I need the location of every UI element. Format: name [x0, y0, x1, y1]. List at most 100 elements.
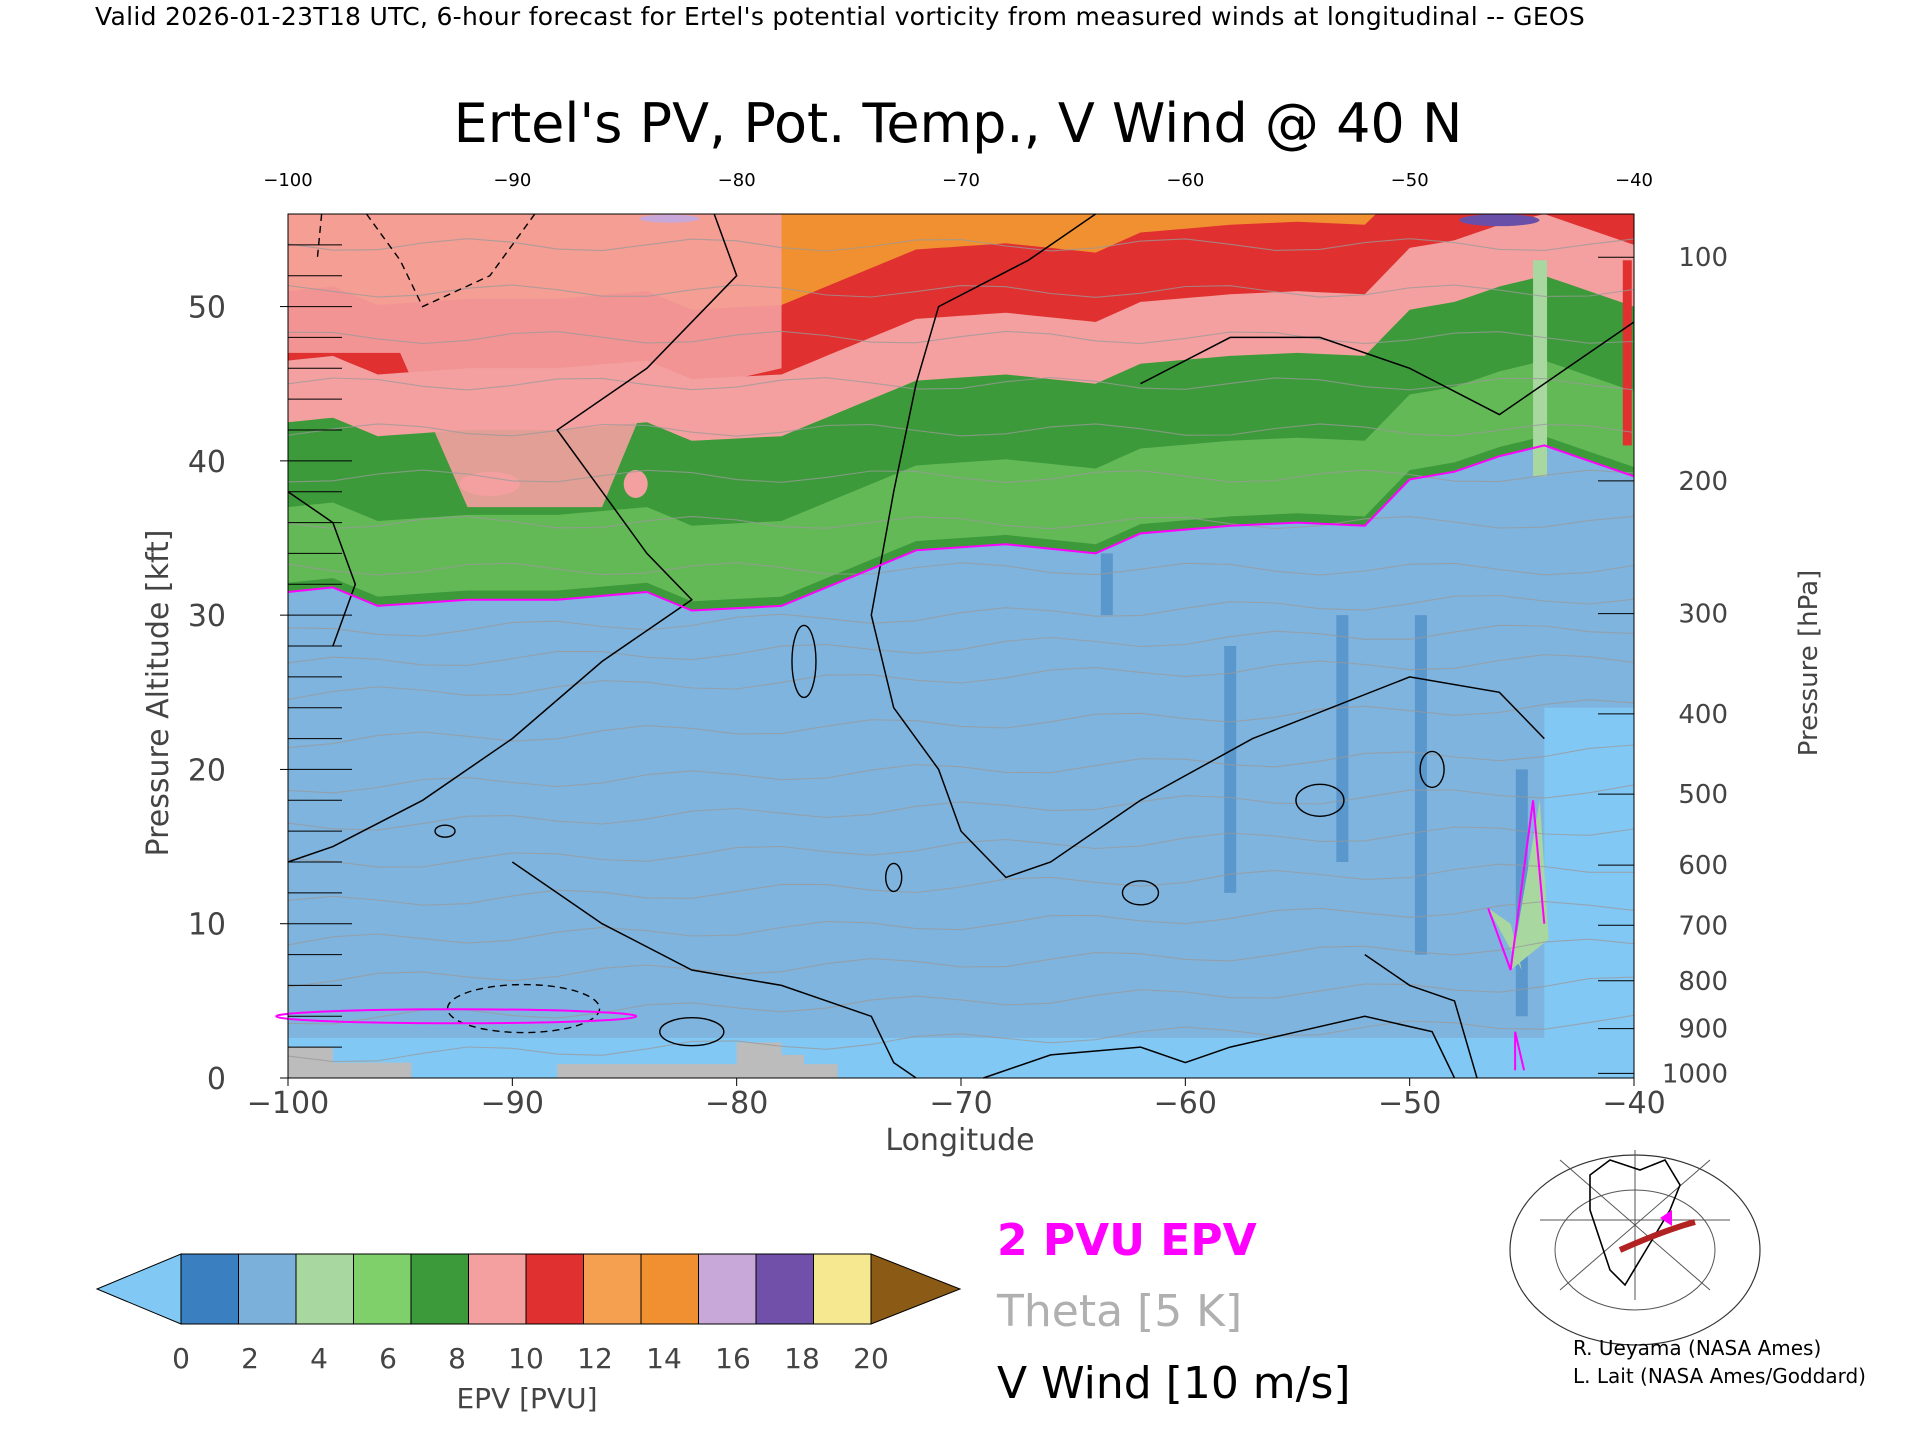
legend-vwind: V Wind [10 m/s] — [997, 1358, 1351, 1409]
x-tick-label: −40 — [1602, 1086, 1665, 1121]
colorbar-cell — [468, 1253, 527, 1325]
terrain — [557, 1042, 838, 1078]
pv-column — [1510, 800, 1549, 970]
pvu-contour — [275, 1008, 638, 1025]
top-tick-label: −90 — [493, 170, 531, 191]
theta-contour — [287, 654, 1635, 701]
colorbar-tick-label: 16 — [715, 1342, 751, 1375]
colorbar-label: EPV [PVU] — [456, 1382, 597, 1415]
credit-line-1: R. Ueyama (NASA Ames) — [1573, 1336, 1821, 1360]
theta-contour — [287, 238, 1635, 252]
x-tick-label: −80 — [705, 1086, 768, 1121]
v-wind-negative-contour — [316, 213, 536, 308]
locator-map-icon — [1509, 1148, 1761, 1346]
east-ocean-region — [1544, 707, 1634, 1078]
pv-streak — [1336, 615, 1349, 862]
colorbar-cell — [525, 1253, 584, 1325]
pressure-tick-label: 400 — [1678, 700, 1728, 730]
pressure-tick-label: 200 — [1678, 467, 1728, 497]
pressure-tick-label: 700 — [1678, 911, 1728, 941]
colorbar-cell — [295, 1253, 354, 1325]
theta-contour — [287, 284, 1635, 298]
colorbar-tick-label: 10 — [508, 1342, 544, 1375]
v-wind-contour — [511, 861, 917, 1079]
theta-contour — [287, 744, 1635, 794]
y-tick-label: 40 — [188, 445, 226, 480]
theta-contour — [287, 826, 1635, 868]
v-wind-contour — [983, 1015, 1456, 1079]
surface-layer — [288, 1037, 1634, 1078]
v-wind-contour — [659, 1017, 725, 1047]
colorbar-cell — [180, 1253, 239, 1325]
tropopause-2pvu-line — [287, 444, 1635, 612]
y-axis-label-left: Pressure Altitude [kft] — [141, 530, 176, 857]
colorbar-tick-label: 12 — [577, 1342, 613, 1375]
top-tick-label: −40 — [1615, 170, 1653, 191]
colorbar-cell — [755, 1253, 814, 1325]
colorbar-cell — [813, 1253, 872, 1325]
theta-contour — [287, 562, 1635, 576]
colorbar-tick-label: 4 — [310, 1342, 328, 1375]
pressure-tick-label: 300 — [1678, 600, 1728, 630]
theta-contour — [287, 1014, 1635, 1063]
top-tick-label: −70 — [942, 170, 980, 191]
pressure-tick-label: 100 — [1678, 243, 1728, 273]
pressure-tick-label: 800 — [1678, 967, 1728, 997]
y-tick-label: 30 — [188, 599, 226, 634]
theta-contour — [287, 330, 1635, 345]
x-tick-label: −60 — [1154, 1086, 1217, 1121]
v-wind-contour — [1295, 783, 1345, 817]
pv-streak — [1224, 646, 1237, 893]
pressure-tick-label: 600 — [1678, 851, 1728, 881]
top-tick-label: −50 — [1391, 170, 1429, 191]
v-wind-contour — [287, 213, 738, 863]
pv-streak — [1414, 615, 1427, 955]
colorbar-cell — [640, 1253, 699, 1325]
pressure-tick-label: 500 — [1678, 780, 1728, 810]
v-wind-contour — [791, 624, 817, 699]
colorbar-cell — [238, 1253, 297, 1325]
colorbar-cell — [353, 1253, 412, 1325]
colorbar-cell — [583, 1253, 642, 1325]
x-tick-label: −70 — [929, 1086, 992, 1121]
legend-theta: Theta [5 K] — [996, 1286, 1242, 1337]
v-wind-contour — [434, 824, 456, 838]
x-tick-label: −50 — [1378, 1086, 1441, 1121]
theta-contour — [287, 976, 1635, 1025]
y-tick-label: 20 — [188, 753, 226, 788]
y-tick-label: 0 — [207, 1062, 226, 1097]
theta-contour — [287, 376, 1635, 391]
v-wind-negative-contour — [446, 983, 601, 1034]
colorbar-cell — [410, 1253, 469, 1325]
colorbar-tick-label: 2 — [241, 1342, 259, 1375]
pvu-contour — [1487, 800, 1546, 971]
colorbar-tick-label: 18 — [784, 1342, 820, 1375]
v-wind-contour — [1419, 750, 1445, 789]
pressure-tick-label: 900 — [1678, 1015, 1728, 1045]
pv-column — [1533, 260, 1548, 477]
pvu-contour — [1514, 1031, 1526, 1071]
theta-contour — [287, 594, 1635, 637]
pv-top-lavender — [639, 214, 700, 223]
y-tick-label: 10 — [188, 908, 226, 943]
pv-streak — [1100, 553, 1113, 616]
legend-pvu: 2 PVU EPV — [997, 1215, 1257, 1266]
pv-blob — [459, 472, 520, 496]
y-axis-label-right: Pressure [hPa] — [1794, 570, 1824, 757]
colorbar-tick-label: 20 — [853, 1342, 889, 1375]
v-wind-contour — [885, 862, 903, 893]
top-tick-label: −100 — [263, 170, 312, 191]
theta-contour — [287, 901, 1635, 946]
pv-column — [1622, 260, 1632, 446]
colorbar-tick-label: 6 — [379, 1342, 397, 1375]
theta-contour — [287, 423, 1635, 437]
credit-line-2: L. Lait (NASA Ames/Goddard) — [1573, 1364, 1866, 1388]
v-wind-contour — [870, 213, 1545, 879]
theta-contour — [287, 515, 1635, 530]
colorbar-cell — [698, 1253, 757, 1325]
theta-contour — [287, 469, 1635, 483]
theta-contour — [287, 699, 1635, 749]
theta-contour — [287, 784, 1635, 831]
